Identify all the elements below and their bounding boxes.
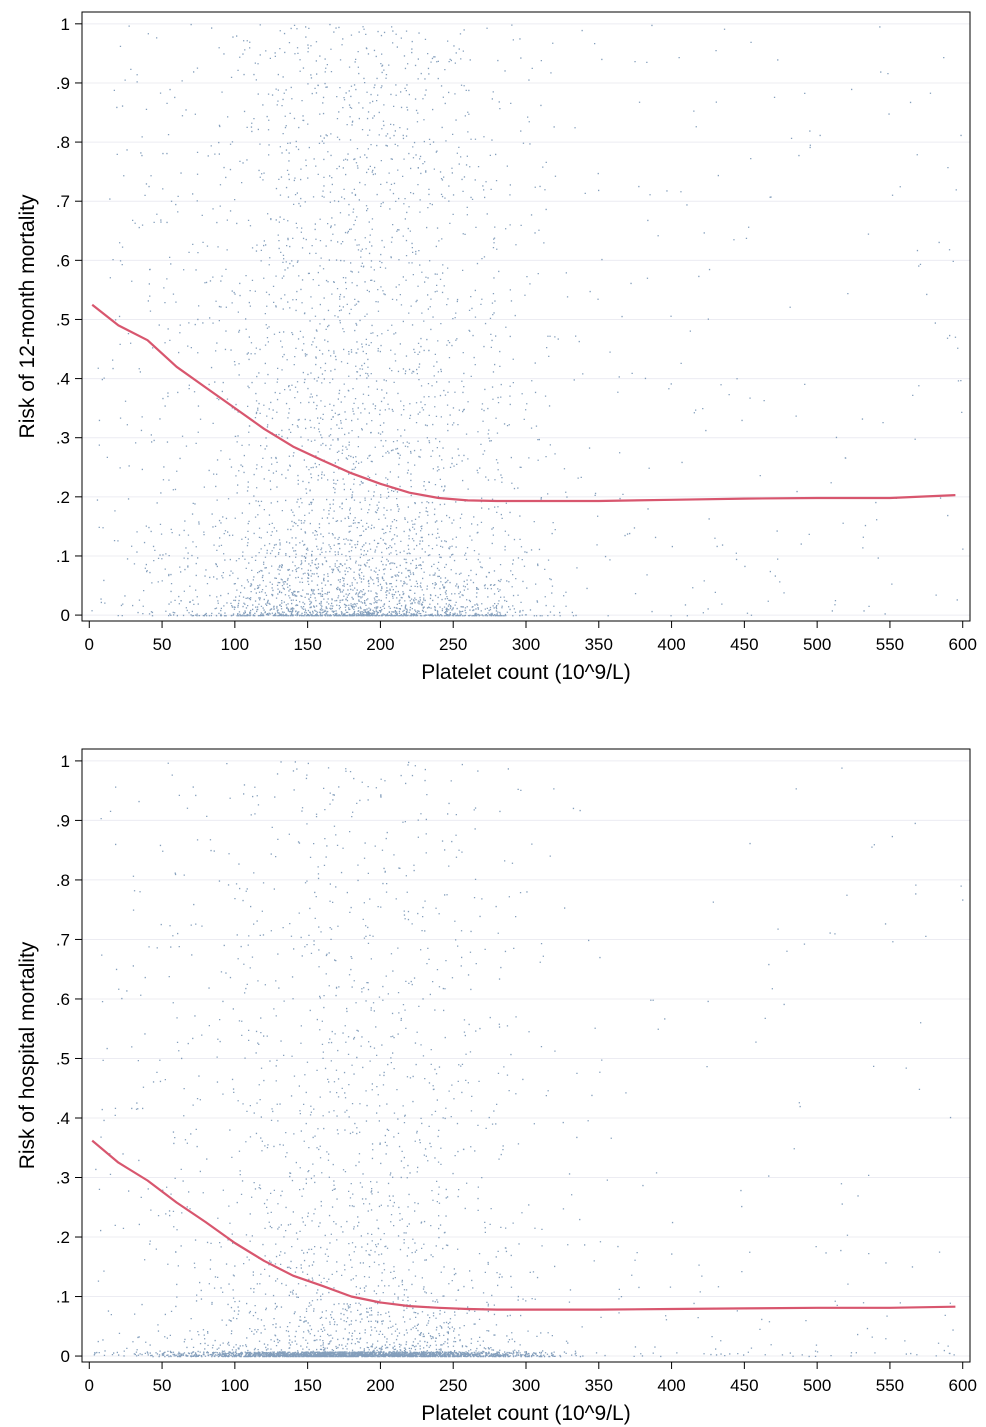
x-tick-label: 50 — [153, 635, 172, 654]
x-tick-label: 100 — [221, 635, 249, 654]
y-tick-label: .8 — [56, 133, 70, 152]
y-tick-label: .6 — [56, 251, 70, 270]
x-tick-label: 350 — [585, 1376, 613, 1395]
x-tick-label: 300 — [512, 635, 540, 654]
x-tick-label: 100 — [221, 1376, 249, 1395]
y-tick-label: .7 — [56, 192, 70, 211]
x-tick-label: 150 — [293, 1376, 321, 1395]
y-tick-label: .6 — [56, 990, 70, 1009]
x-tick-label: 250 — [439, 635, 467, 654]
x-tick-label: 550 — [876, 635, 904, 654]
chart-12-month-mortality: 0 .1 .2 .3 .4 .5 .6 .7 .8 .9 1 0 50 100 150 200 250 300 35… — [0, 0, 986, 700]
x-tick-label: 600 — [949, 1376, 977, 1395]
y-tick-label: .9 — [56, 811, 70, 830]
x-tick-label: 350 — [585, 635, 613, 654]
y-tick-label: 0 — [61, 606, 70, 625]
x-tick-label: 550 — [876, 1376, 904, 1395]
x-tick-label: 600 — [949, 635, 977, 654]
chart-12-month-mortality-svg: 0 .1 .2 .3 .4 .5 .6 .7 .8 .9 1 0 50 100 150 200 250 300 35… — [16, 11, 977, 684]
y-tick-label: .4 — [56, 1109, 70, 1128]
y-tick-label: .4 — [56, 370, 70, 389]
x-tick-label: 0 — [85, 1376, 94, 1395]
x-tick-label: 0 — [85, 635, 94, 654]
y-tick-label: .9 — [56, 74, 70, 93]
smoothed-line — [91, 1139, 956, 1311]
y-tick-label: 1 — [61, 752, 70, 771]
x-tick-label: 450 — [730, 1376, 758, 1395]
y-tick-label: .2 — [56, 488, 70, 507]
x-tick-label: 150 — [293, 635, 321, 654]
chart-hospital-mortality: 0 .1 .2 .3 .4 .5 .6 .7 .8 .9 1 0 50 100 150 200 250 300 35… — [0, 735, 986, 1427]
plot-area — [82, 12, 970, 621]
smoothed-line — [91, 303, 956, 503]
y-tick-label: .1 — [56, 1288, 70, 1307]
x-tick-label: 500 — [803, 1376, 831, 1395]
x-axis-title: Platelet count (10^9/L) — [421, 661, 630, 684]
x-tick-label: 200 — [366, 635, 394, 654]
x-tick-label: 250 — [439, 1376, 467, 1395]
x-tick-label: 200 — [366, 1376, 394, 1395]
y-tick-label: .5 — [56, 1049, 70, 1068]
chart-hospital-mortality-svg: 0 .1 .2 .3 .4 .5 .6 .7 .8 .9 1 0 50 100 150 200 250 300 35… — [16, 748, 977, 1425]
y-axis-title: Risk of 12-month mortality — [16, 194, 39, 438]
y-axis-title: Risk of hospital mortality — [16, 941, 39, 1169]
x-tick-label: 400 — [657, 1376, 685, 1395]
plot-area — [82, 749, 970, 1362]
x-tick-label: 450 — [730, 635, 758, 654]
y-tick-label: .7 — [56, 930, 70, 949]
y-tick-label: 0 — [61, 1347, 70, 1366]
y-tick-label: .5 — [56, 310, 70, 329]
x-tick-label: 300 — [512, 1376, 540, 1395]
y-tick-label: .1 — [56, 547, 70, 566]
y-tick-label: .3 — [56, 429, 70, 448]
x-tick-label: 50 — [153, 1376, 172, 1395]
y-tick-label: .8 — [56, 871, 70, 890]
y-tick-label: 1 — [61, 15, 70, 34]
y-tick-label: .2 — [56, 1228, 70, 1247]
x-axis-title: Platelet count (10^9/L) — [421, 1402, 630, 1425]
x-tick-label: 400 — [657, 635, 685, 654]
x-tick-label: 500 — [803, 635, 831, 654]
y-tick-label: .3 — [56, 1169, 70, 1188]
